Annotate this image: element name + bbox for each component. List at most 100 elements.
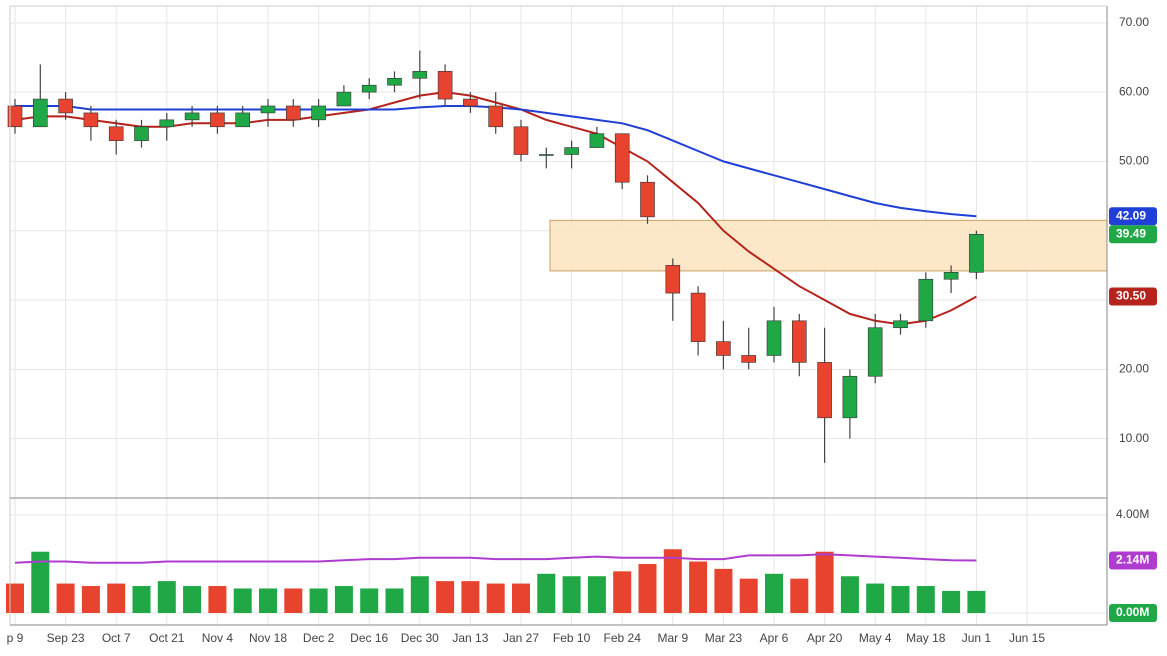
candle-body: [134, 126, 149, 141]
volume-bar: [132, 586, 151, 613]
y-tick-label: 70.00: [1119, 15, 1149, 29]
volume-bar: [790, 578, 809, 613]
volume-bar: [967, 590, 986, 613]
candle-body: [690, 292, 706, 342]
volume-bar: [891, 586, 910, 613]
y-tick-label: 60.00: [1119, 84, 1149, 98]
volume-bar: [689, 561, 708, 613]
x-tick-label: Nov 18: [249, 631, 287, 645]
x-tick-label: Mar 23: [705, 631, 743, 645]
volume-bar: [259, 588, 277, 613]
volume-bar: [638, 563, 657, 613]
volume-bar: [512, 583, 530, 613]
candle-body: [83, 112, 99, 128]
candle-body: [260, 105, 276, 114]
volume-bar: [360, 588, 379, 613]
volume-bar: [815, 551, 834, 613]
volume-bar: [486, 583, 505, 613]
candle-body: [463, 98, 478, 107]
x-tick-label: Apr 20: [807, 631, 843, 645]
value-label: 30.50: [1116, 289, 1146, 303]
volume-bar: [663, 549, 682, 613]
candle-body: [387, 77, 402, 86]
labels: p 9 Sep 23 Oct 7 Oct 21 Nov 4 Nov 18 Dec 2 Dec …: [7, 15, 1157, 645]
candle-body: [235, 112, 250, 128]
volume-bar: [410, 576, 429, 613]
y-tick-label: 10.00: [1119, 431, 1149, 445]
value-label: 39.49: [1116, 226, 1146, 240]
candle-body: [893, 320, 908, 329]
volume-bar: [208, 586, 227, 613]
band-layer: [549, 219, 1108, 272]
candle-body: [589, 133, 605, 148]
x-tick-label: Oct 21: [149, 631, 185, 645]
candle-body: [285, 105, 301, 121]
candle-body: [791, 320, 807, 363]
candle-body: [918, 278, 934, 322]
candle-body: [336, 91, 352, 107]
volume-bar: [309, 588, 328, 613]
candle-body: [513, 126, 529, 155]
volume-bar: [765, 573, 783, 613]
y-tick-label: 20.00: [1119, 361, 1149, 375]
volume-bar: [613, 571, 632, 613]
highlight-band: [549, 219, 1108, 272]
value-label: 2.14M: [1116, 553, 1149, 567]
candle-body: [538, 154, 554, 156]
volume-bar: [840, 576, 859, 613]
x-tick-label: Mar 9: [657, 631, 688, 645]
volume-bar: [739, 578, 758, 613]
volume-bar: [537, 573, 556, 613]
candle-body: [184, 112, 200, 121]
y-tick-label: 0.00M: [1116, 605, 1149, 619]
x-tick-label: Sep 23: [47, 631, 85, 645]
volume-bar: [284, 588, 303, 613]
candle-body: [58, 98, 73, 114]
candle-body: [32, 98, 48, 128]
x-tick-label: Dec 16: [350, 631, 388, 645]
candle-body: [7, 105, 23, 128]
volume-bar: [714, 568, 733, 613]
volume-bar: [385, 588, 404, 613]
x-tick-label: p 9: [7, 631, 24, 645]
volume-bar: [942, 590, 961, 613]
candle-body: [564, 147, 579, 155]
y-tick-box: [1109, 603, 1157, 622]
volume-bar: [587, 576, 606, 613]
x-tick-label: May 4: [859, 631, 892, 645]
candle-body: [361, 84, 377, 93]
candle-body: [488, 105, 504, 128]
y-tick-label: 50.00: [1119, 154, 1149, 168]
x-tick-label: Jun 15: [1009, 631, 1045, 645]
candle-body: [867, 327, 883, 377]
volume-bar: [334, 586, 353, 613]
candle-body: [614, 133, 630, 183]
y-tick-label: 4.00M: [1116, 507, 1149, 521]
x-tick-label: May 18: [906, 631, 946, 645]
candle-body: [437, 71, 453, 100]
volume-bar: [56, 583, 75, 613]
value-label-box: [1109, 287, 1157, 306]
x-tick-label: Feb 10: [553, 631, 591, 645]
volume-bar: [183, 586, 202, 613]
volume-bar: [107, 583, 126, 613]
volume-bar: [916, 586, 935, 613]
x-tick-label: Apr 6: [760, 631, 789, 645]
x-tick-label: Jan 27: [503, 631, 539, 645]
candle-body: [741, 355, 757, 363]
candle-body: [108, 126, 124, 141]
x-tick-label: Jan 13: [452, 631, 488, 645]
x-tick-label: Dec 2: [303, 631, 335, 645]
value-label: 42.09: [1116, 208, 1146, 222]
volume-bar: [81, 586, 100, 613]
candle-body: [311, 105, 326, 121]
candle-body: [412, 71, 428, 79]
volume-bar: [6, 583, 24, 613]
candle-body: [943, 272, 959, 280]
volume-bar: [461, 581, 480, 613]
x-tick-label: Jun 1: [962, 631, 992, 645]
value-label-box: [1109, 207, 1157, 226]
candle-body: [210, 112, 225, 128]
